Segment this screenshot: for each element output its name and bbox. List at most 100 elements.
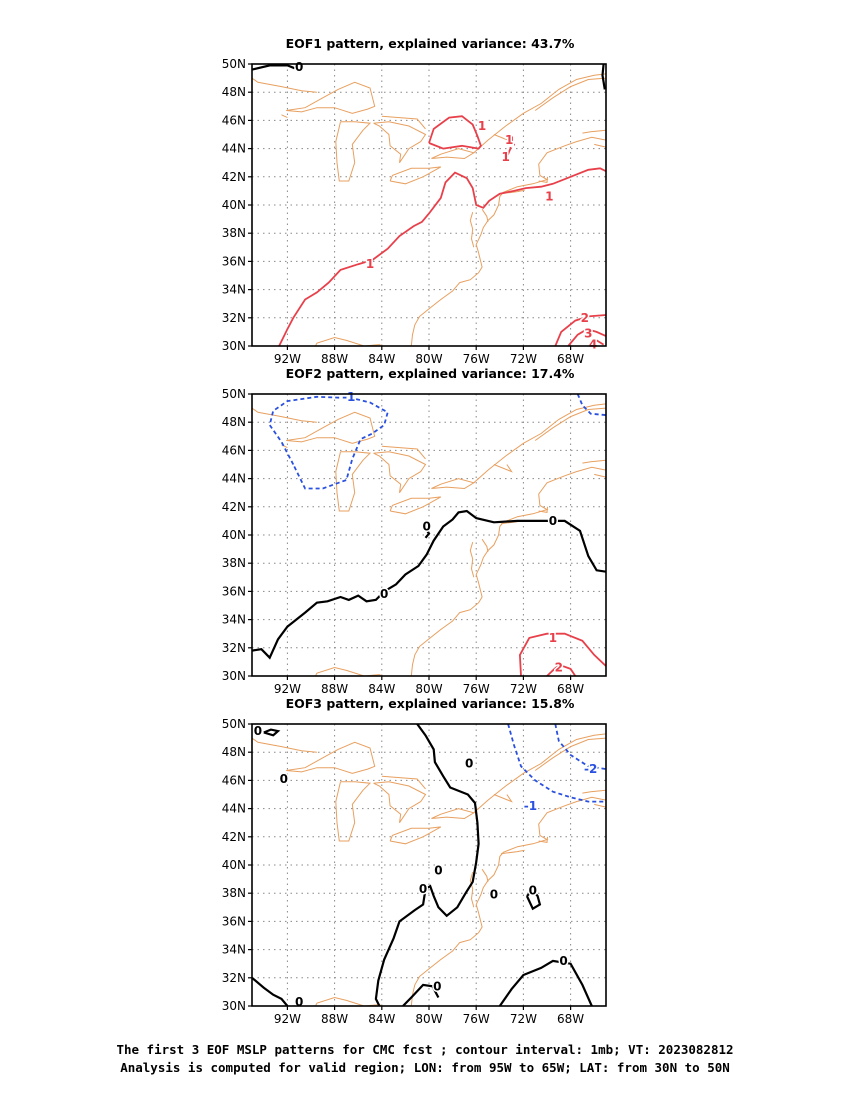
contour-label: 1 bbox=[478, 119, 486, 133]
y-tick-label: 50N bbox=[222, 387, 246, 401]
zero-contour-line bbox=[252, 976, 289, 1006]
y-tick-label: 36N bbox=[222, 254, 246, 268]
zero-contour-line bbox=[402, 983, 440, 1006]
coastline bbox=[594, 143, 606, 148]
contour-label: 0 bbox=[380, 587, 388, 601]
x-tick-label: 88W bbox=[321, 352, 348, 366]
zero-contour-line bbox=[252, 509, 606, 660]
coastline bbox=[481, 538, 489, 553]
x-tick-label: 76W bbox=[463, 682, 490, 696]
coastline bbox=[410, 796, 606, 1006]
coastline bbox=[373, 451, 427, 493]
contour-label: 1 bbox=[545, 190, 553, 204]
y-tick-label: 38N bbox=[222, 886, 246, 900]
y-tick-label: 44N bbox=[222, 802, 246, 816]
y-tick-label: 40N bbox=[222, 528, 246, 542]
y-tick-label: 40N bbox=[222, 858, 246, 872]
contours bbox=[252, 724, 606, 1006]
coastline bbox=[286, 411, 376, 444]
y-tick-label: 34N bbox=[222, 613, 246, 627]
contour-label: 0 bbox=[434, 864, 442, 878]
y-tick-label: 50N bbox=[222, 57, 246, 71]
coastline bbox=[431, 148, 476, 160]
zero-contour-line bbox=[252, 64, 295, 71]
coastline bbox=[473, 733, 606, 814]
coastline bbox=[473, 403, 606, 484]
contour-label: 1 bbox=[502, 150, 510, 164]
panel-2-title: EOF2 pattern, explained variance: 17.4% bbox=[285, 366, 575, 381]
y-tick-label: 40N bbox=[222, 198, 246, 212]
positive-contour-line bbox=[506, 138, 513, 158]
x-tick-label: 72W bbox=[510, 352, 537, 366]
positive-contour-line bbox=[546, 663, 577, 676]
coastline bbox=[281, 114, 288, 119]
contour-label: 0 bbox=[422, 520, 430, 534]
y-tick-label: 34N bbox=[222, 283, 246, 297]
coastline bbox=[538, 836, 549, 843]
contour-label: 0 bbox=[419, 882, 427, 896]
coastline bbox=[594, 803, 606, 808]
coastline bbox=[481, 208, 489, 223]
coastlines bbox=[252, 733, 606, 1006]
x-tick-label: 72W bbox=[510, 682, 537, 696]
y-tick-label: 30N bbox=[222, 999, 246, 1013]
x-tick-label: 84W bbox=[368, 682, 395, 696]
contour-label: 0 bbox=[465, 756, 473, 770]
y-tick-label: 50N bbox=[222, 717, 246, 731]
x-tick-label: 84W bbox=[368, 1012, 395, 1026]
coastline bbox=[582, 459, 606, 464]
y-tick-label: 44N bbox=[222, 142, 246, 156]
coastline bbox=[538, 176, 549, 183]
coastline bbox=[431, 478, 476, 490]
coastline bbox=[252, 737, 317, 753]
contour-label: 4 bbox=[589, 338, 597, 352]
coastline bbox=[381, 775, 426, 790]
zero-contour-line bbox=[374, 724, 480, 1006]
y-tick-label: 48N bbox=[222, 415, 246, 429]
negative-contour-line bbox=[268, 395, 389, 490]
coastline bbox=[534, 407, 606, 441]
coastline bbox=[594, 473, 606, 478]
coastline bbox=[493, 794, 513, 803]
x-tick-label: 80W bbox=[415, 1012, 442, 1026]
zero-contour-line bbox=[498, 959, 593, 1006]
contour-label: 0 bbox=[295, 60, 303, 74]
y-tick-label: 42N bbox=[222, 500, 246, 514]
x-tick-label: 92W bbox=[274, 352, 301, 366]
coastline bbox=[469, 541, 475, 578]
coastline bbox=[389, 826, 442, 845]
zero-contour-line bbox=[423, 525, 431, 539]
x-tick-label: 72W bbox=[510, 1012, 537, 1026]
coastline bbox=[431, 808, 476, 820]
positive-contour-line bbox=[588, 339, 605, 346]
contour-label: 1 bbox=[366, 257, 374, 271]
positive-contour-line bbox=[278, 167, 606, 346]
positive-contour-line bbox=[518, 632, 606, 676]
y-tick-label: 46N bbox=[222, 773, 246, 787]
y-tick-label: 46N bbox=[222, 113, 246, 127]
x-tick-label: 68W bbox=[557, 1012, 584, 1026]
contour-label: -1 bbox=[524, 799, 537, 813]
coastlines bbox=[252, 403, 606, 676]
coastline bbox=[252, 407, 317, 423]
coastline bbox=[481, 868, 489, 883]
contour-label: 3 bbox=[584, 326, 592, 340]
coastline bbox=[381, 445, 426, 460]
y-tick-label: 44N bbox=[222, 472, 246, 486]
x-tick-label: 92W bbox=[274, 1012, 301, 1026]
coastline bbox=[410, 136, 606, 346]
contour-label: -1 bbox=[342, 390, 355, 404]
y-tick-label: 48N bbox=[222, 85, 246, 99]
contour-label: 0 bbox=[295, 995, 303, 1009]
contour-label: 2 bbox=[555, 661, 563, 675]
negative-contour-line bbox=[576, 394, 606, 416]
coastline bbox=[373, 781, 427, 823]
coastline bbox=[493, 464, 513, 473]
y-tick-label: 38N bbox=[222, 226, 246, 240]
x-tick-label: 88W bbox=[321, 682, 348, 696]
coastline bbox=[335, 451, 372, 512]
positive-contour-line bbox=[428, 115, 482, 150]
coastline bbox=[473, 73, 606, 154]
coastline bbox=[381, 115, 426, 130]
y-tick-label: 32N bbox=[222, 311, 246, 325]
